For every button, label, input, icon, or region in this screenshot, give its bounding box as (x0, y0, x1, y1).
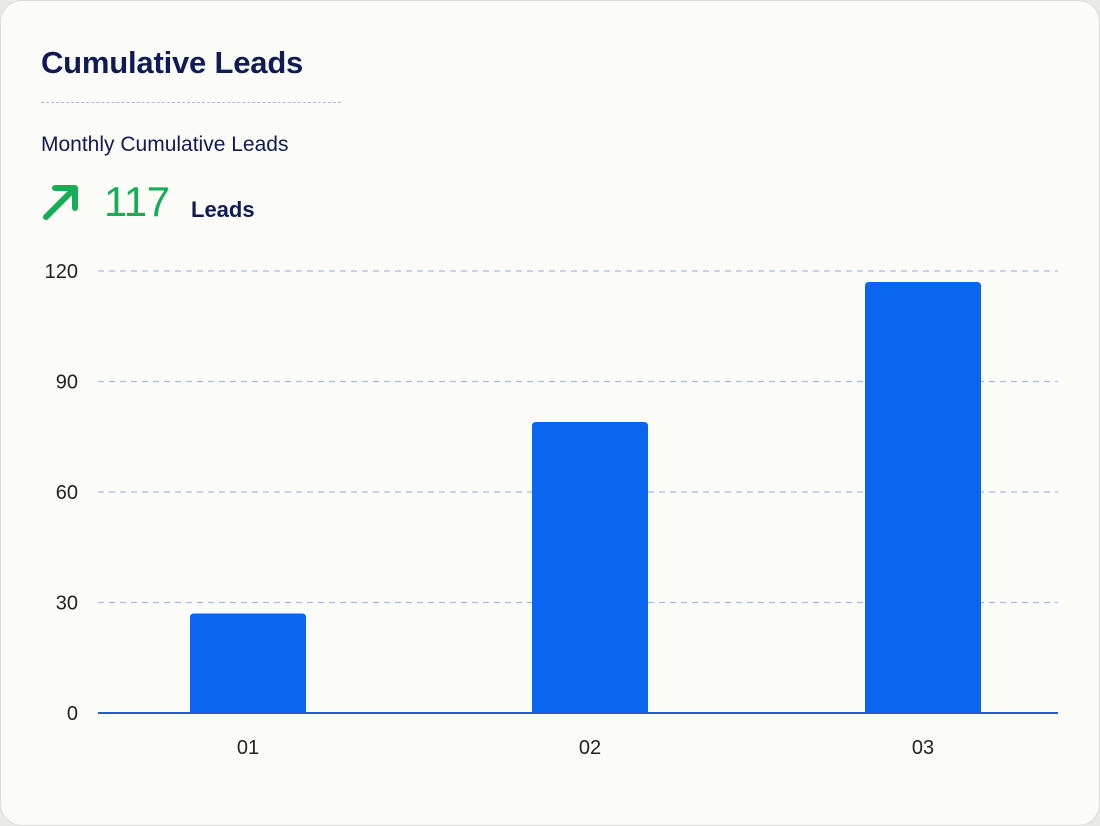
bar-03 (865, 282, 981, 713)
kpi-summary: 117 Leads (41, 176, 341, 226)
y-tick-label: 60 (56, 482, 78, 504)
card-title: Cumulative Leads (41, 45, 304, 80)
bar-01 (190, 613, 306, 713)
title-divider (41, 102, 341, 103)
y-tick-label: 30 (56, 593, 78, 615)
y-tick-label: 0 (67, 703, 78, 725)
kpi-unit: Leads (191, 197, 255, 222)
x-tick-label: 01 (237, 737, 259, 759)
arrow-up-right-icon (43, 185, 78, 220)
y-tick-label: 90 (56, 372, 78, 394)
x-tick-label: 03 (912, 737, 934, 759)
x-tick-label: 02 (579, 737, 601, 759)
y-tick-label: 120 (45, 261, 78, 283)
card-subtitle: Monthly Cumulative Leads (41, 133, 289, 156)
kpi-value: 117 (104, 178, 170, 225)
bar-02 (532, 422, 648, 713)
